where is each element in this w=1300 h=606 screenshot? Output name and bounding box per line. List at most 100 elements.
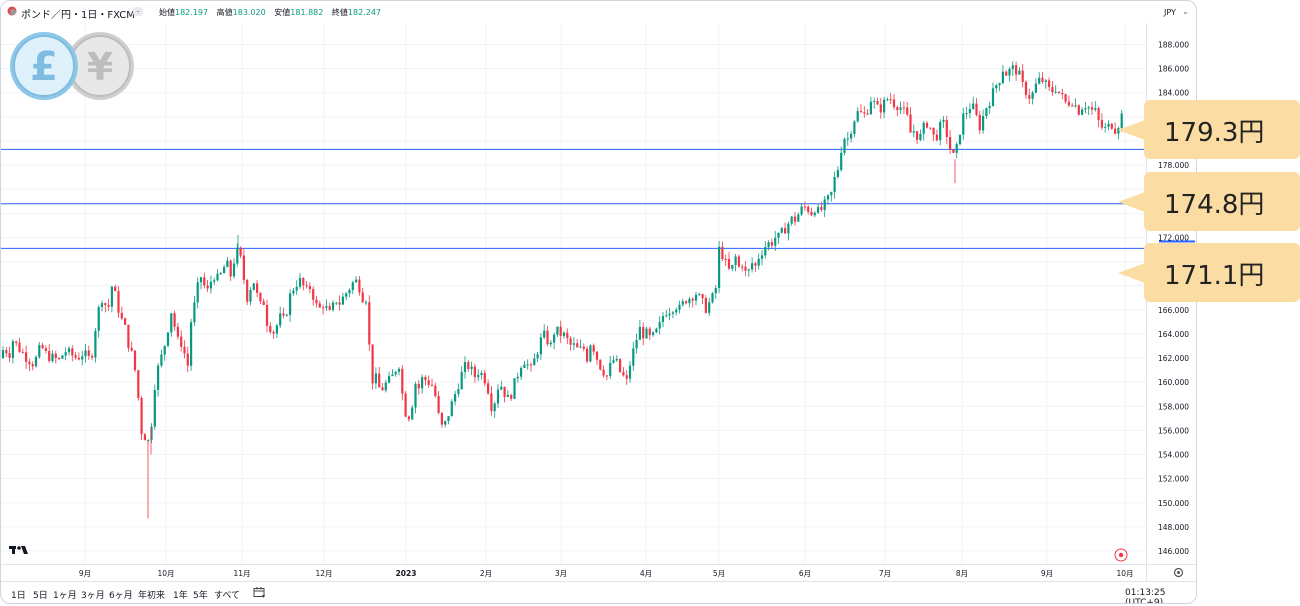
yen-symbol: ¥	[87, 45, 113, 89]
y-tick-label: 162.000	[1158, 354, 1189, 363]
candle-body	[803, 206, 806, 208]
candle-body	[675, 309, 678, 313]
candle-body	[341, 296, 344, 305]
candle-body	[216, 273, 219, 281]
candle-body	[866, 113, 869, 115]
gbp-jpy-coins-logo: ¥ £	[10, 32, 134, 100]
candle-body	[308, 286, 311, 290]
range-6m-button[interactable]: 6ヶ月	[109, 591, 133, 601]
candle-body	[361, 292, 364, 303]
candle-body	[430, 384, 434, 386]
candle-body	[757, 258, 760, 266]
range-5y-button[interactable]: 5年	[193, 591, 208, 601]
candle-body	[74, 355, 77, 358]
candle-body	[229, 260, 232, 277]
candle-body	[67, 348, 71, 353]
candle-body	[549, 342, 552, 345]
candle-body	[391, 374, 394, 377]
candle-body	[840, 152, 843, 171]
candle-body	[269, 325, 272, 332]
candle-body	[1077, 105, 1080, 115]
y-tick-label: 160.000	[1158, 378, 1189, 387]
candle-body	[516, 376, 519, 379]
top-toolbar: ポンド／円・1日・FXCM – 始値182.197 高値183.020 安値18…	[1, 1, 1196, 23]
candle-body	[830, 192, 833, 196]
candle-body	[454, 393, 457, 402]
chart-widget: 146.000 148.000 150.000 152.000 154.000 156.0…	[0, 0, 1197, 604]
candle-body	[325, 306, 328, 308]
range-5d-button[interactable]: 5日	[33, 591, 48, 601]
collapse-button[interactable]: –	[133, 7, 143, 16]
chart-canvas[interactable]: 146.000 148.000 150.000 152.000 154.000 156.0…	[1, 1, 1197, 604]
currency-select[interactable]: JPY ⌄	[1158, 6, 1193, 20]
candle-body	[533, 358, 536, 366]
candle-body	[440, 412, 443, 425]
candle-body	[731, 264, 734, 269]
candle-body	[625, 375, 628, 379]
candle-body	[483, 372, 486, 384]
candle-body	[658, 322, 661, 329]
candle-body	[81, 356, 84, 360]
candle-body	[1061, 92, 1064, 95]
candle-body	[275, 325, 278, 334]
candle-body	[655, 328, 658, 333]
candle-body	[1107, 123, 1110, 127]
candle-body	[94, 330, 97, 358]
candle-body	[127, 324, 130, 348]
calendar-icon[interactable]	[253, 586, 266, 599]
candle-body	[760, 255, 764, 259]
candle-body	[833, 177, 836, 193]
symbol-title[interactable]: ポンド／円・1日・FXCM	[21, 10, 135, 21]
candle-body	[605, 375, 608, 377]
settings-gear-icon[interactable]	[1173, 567, 1184, 578]
candle-body	[1110, 123, 1113, 129]
x-tick-label: 6月	[799, 569, 811, 578]
candle-body	[599, 359, 602, 370]
range-ytd-button[interactable]: 年初来	[138, 591, 166, 601]
candle-body	[665, 315, 668, 317]
candle-body	[859, 111, 863, 113]
candle-body	[985, 108, 988, 117]
goto-realtime-icon[interactable]	[1114, 548, 1128, 562]
candle-body	[566, 332, 569, 339]
range-1d-button[interactable]: 1日	[11, 591, 26, 601]
candle-body	[978, 114, 981, 131]
candle-body	[328, 306, 331, 310]
candle-body	[25, 352, 28, 362]
candle-body	[232, 263, 236, 277]
candle-body	[272, 331, 275, 334]
candle-body	[939, 121, 942, 141]
candle-body	[691, 298, 694, 301]
candle-body	[61, 355, 64, 359]
candle-body	[988, 106, 991, 109]
candle-body	[817, 206, 820, 213]
timezone-readout[interactable]: 01:13:25 (UTC+9)	[1125, 588, 1166, 604]
candle-body	[958, 134, 962, 145]
candle-body	[635, 339, 638, 349]
candle-body	[147, 439, 150, 441]
candle-body	[942, 119, 945, 122]
y-tick-label: 166.000	[1158, 306, 1189, 315]
close-value: 182.247	[347, 8, 382, 17]
candle-body	[770, 242, 773, 246]
candle-body	[199, 277, 203, 283]
candle-body	[889, 99, 892, 101]
candle-body	[718, 246, 721, 289]
candle-body	[394, 371, 397, 375]
tradingview-logo-icon[interactable]	[9, 544, 31, 556]
candle-body	[51, 353, 54, 362]
candle-body	[929, 127, 932, 129]
range-1m-button[interactable]: 1ヶ月	[53, 591, 77, 601]
x-tick-label: 9月	[1041, 569, 1053, 578]
candle-body	[1094, 108, 1097, 110]
candle-body	[767, 242, 770, 248]
range-1y-button[interactable]: 1年	[173, 591, 188, 601]
candle-body	[529, 364, 533, 366]
y-tick-label: 154.000	[1158, 451, 1189, 460]
x-tick-label: 11月	[233, 569, 250, 578]
candle-body	[520, 367, 523, 377]
candle-body	[487, 383, 490, 394]
range-3m-button[interactable]: 3ヶ月	[81, 591, 105, 601]
y-tick-label: 178.000	[1158, 161, 1189, 170]
range-all-button[interactable]: すべて	[214, 591, 241, 601]
